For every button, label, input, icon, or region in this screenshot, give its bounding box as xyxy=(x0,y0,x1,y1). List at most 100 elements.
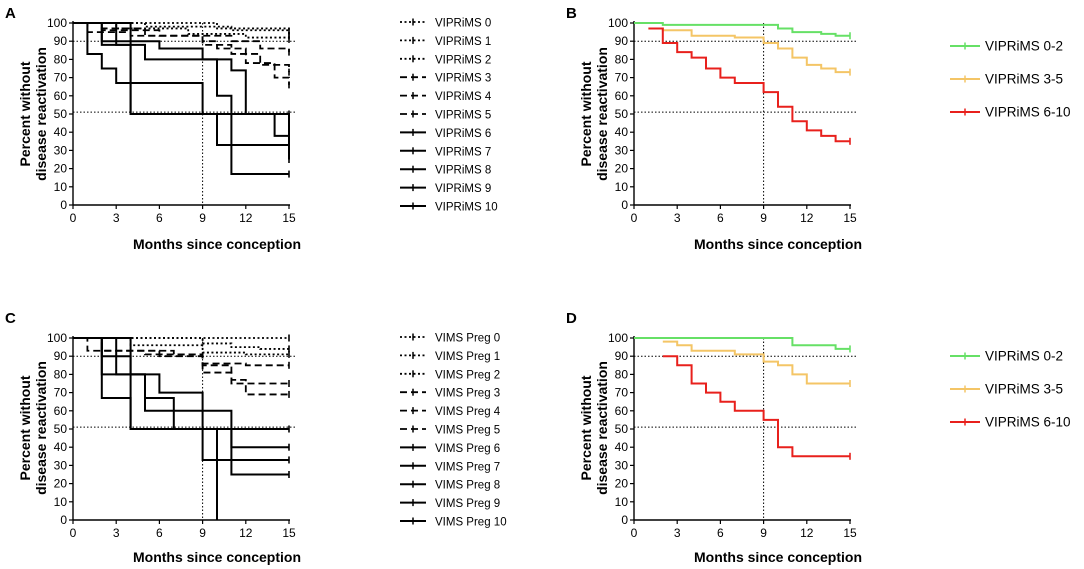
legend-label: VIPRiMS 3-5 xyxy=(985,72,1063,87)
legend-label: VIPRiMS 6-10 xyxy=(985,415,1071,430)
legend-label: VIPRiMS 4 xyxy=(435,91,492,103)
series-line-vims-preg-7 xyxy=(73,337,289,461)
y-tick-label: 0 xyxy=(60,198,67,212)
series-line-vims-preg-5 xyxy=(73,337,289,396)
y-tick-label: 20 xyxy=(615,477,629,491)
legend-label: VIPRiMS 1 xyxy=(435,36,491,48)
y-tick-label: 50 xyxy=(615,422,629,436)
x-tick-label: 6 xyxy=(717,526,724,540)
panel-label: B xyxy=(566,5,577,22)
x-tick-label: 12 xyxy=(239,211,253,225)
x-tick-label: 12 xyxy=(800,211,814,225)
y-axis-title-line-2: disease reactivation xyxy=(33,361,49,495)
y-axis-title: Percent without disease reactivation xyxy=(578,47,610,181)
x-tick-label: 0 xyxy=(70,526,77,540)
series-line-vims-preg-1 xyxy=(73,337,289,350)
x-tick-label: 9 xyxy=(199,526,206,540)
y-tick-label: 40 xyxy=(615,125,629,139)
legend-label: VIPRiMS 10 xyxy=(435,202,498,214)
legend-label: VIMS Preg 9 xyxy=(435,498,500,510)
y-tick-label: 100 xyxy=(608,331,628,345)
y-tick-label: 20 xyxy=(54,162,68,176)
legend-label: VIPRiMS 3-5 xyxy=(985,382,1063,397)
legend-label: VIMS Preg 2 xyxy=(435,369,500,381)
y-tick-label: 30 xyxy=(615,143,629,157)
legend-label: VIMS Preg 6 xyxy=(435,443,500,455)
panel-d: D Percent without disease reactivation M… xyxy=(566,310,1071,565)
x-tick-label: 15 xyxy=(843,211,857,225)
panel-b: B Percent without disease reactivation M… xyxy=(566,5,1071,252)
y-axis-title-line-1: Percent without xyxy=(578,375,594,480)
y-tick-label: 0 xyxy=(621,513,628,527)
y-tick-label: 90 xyxy=(615,34,629,48)
y-tick-label: 80 xyxy=(615,367,629,381)
y-tick-label: 10 xyxy=(615,180,629,194)
x-tick-label: 3 xyxy=(674,211,681,225)
y-tick-label: 30 xyxy=(615,458,629,472)
y-tick-label: 70 xyxy=(54,386,68,400)
y-tick-label: 60 xyxy=(615,404,629,418)
panel-label: A xyxy=(5,5,16,22)
legend-label: VIPRiMS 0-2 xyxy=(985,39,1063,54)
legend-label: VIMS Preg 3 xyxy=(435,388,500,400)
x-axis-title: Months since conception xyxy=(133,236,301,252)
series-line-viprims-6-10 xyxy=(662,355,850,458)
series-line-viprims-0-2 xyxy=(634,22,850,37)
legend-label: VIPRiMS 9 xyxy=(435,183,491,195)
legend-label: VIMS Preg 8 xyxy=(435,480,500,492)
y-tick-label: 40 xyxy=(615,440,629,454)
series-line-vims-preg-10 xyxy=(73,337,289,430)
series-line-vims-preg-2 xyxy=(73,337,289,356)
y-axis-title-line-2: disease reactivation xyxy=(594,47,610,181)
y-tick-label: 100 xyxy=(47,16,67,30)
y-tick-label: 100 xyxy=(608,16,628,30)
legend-label: VIMS Preg 7 xyxy=(435,461,500,473)
y-tick-label: 20 xyxy=(615,162,629,176)
y-axis-title-line-1: Percent without xyxy=(578,61,594,166)
series-line-vims-preg-8 xyxy=(73,337,289,476)
y-tick-label: 0 xyxy=(621,198,628,212)
legend-label: VIMS Preg 5 xyxy=(435,425,500,437)
x-tick-label: 6 xyxy=(156,211,163,225)
x-tick-label: 0 xyxy=(631,526,638,540)
series-line-viprims-10 xyxy=(73,22,289,115)
series-line-vims-preg-4 xyxy=(73,337,289,385)
x-tick-label: 9 xyxy=(760,211,767,225)
y-tick-label: 10 xyxy=(615,495,629,509)
y-axis-title: Percent without disease reactivation xyxy=(17,47,49,181)
y-tick-label: 80 xyxy=(615,52,629,66)
y-axis-title-line-1: Percent without xyxy=(17,375,33,480)
y-tick-label: 50 xyxy=(615,107,629,121)
x-tick-label: 3 xyxy=(113,211,120,225)
y-tick-label: 70 xyxy=(615,71,629,85)
x-tick-label: 12 xyxy=(239,526,253,540)
series-line-viprims-8 xyxy=(73,22,290,160)
y-tick-label: 10 xyxy=(54,180,68,194)
y-tick-label: 10 xyxy=(54,495,68,509)
legend-label: VIPRiMS 8 xyxy=(435,165,491,177)
y-tick-label: 30 xyxy=(54,458,68,472)
x-tick-label: 15 xyxy=(282,211,296,225)
y-tick-label: 90 xyxy=(54,34,68,48)
y-tick-label: 60 xyxy=(54,89,68,103)
x-tick-label: 12 xyxy=(800,526,814,540)
y-tick-label: 100 xyxy=(47,331,67,345)
legend-label: VIPRiMS 0 xyxy=(435,18,491,30)
legend-label: VIMS Preg 4 xyxy=(435,406,501,418)
y-tick-label: 50 xyxy=(54,422,68,436)
panel-label: D xyxy=(566,310,577,327)
y-tick-label: 40 xyxy=(54,440,68,454)
y-tick-label: 60 xyxy=(54,404,68,418)
legend-label: VIPRiMS 7 xyxy=(435,146,491,158)
x-tick-label: 0 xyxy=(70,211,77,225)
series-line-viprims-0-2 xyxy=(634,337,850,350)
panel-label: C xyxy=(5,310,16,327)
y-axis-title-line-2: disease reactivation xyxy=(33,47,49,181)
series-line-vims-preg-3 xyxy=(73,337,289,367)
x-tick-label: 9 xyxy=(199,211,206,225)
legend-label: VIMS Preg 0 xyxy=(435,333,500,345)
panel-c: C Percent without disease reactivation M… xyxy=(5,310,507,565)
x-tick-label: 0 xyxy=(631,211,638,225)
x-tick-label: 15 xyxy=(282,526,296,540)
